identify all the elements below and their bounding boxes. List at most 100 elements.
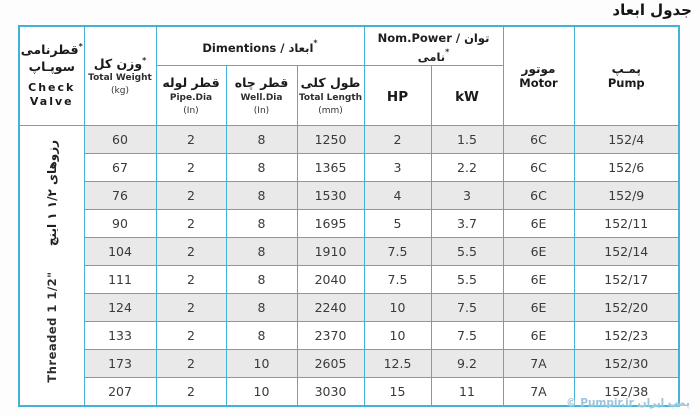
asterisk: * [445, 47, 450, 57]
cell-well: 8 [225, 181, 298, 210]
pipe-dia-unit: (In) [183, 105, 199, 116]
table-row: رزوهای ۱/۲ ۱ اینچ Threaded 1 1/2" 60 2 8 12… [18, 125, 680, 406]
check-valve-label-fa-2: سوپـاپ [28, 58, 75, 74]
cell-length: 1910 [296, 237, 365, 266]
table-row: 104 2 8 1910 7.5 5.5 6E 152/14 [19, 237, 680, 266]
cell-well: 8 [225, 209, 298, 238]
cell-pump: 152/20 [573, 293, 680, 322]
side-label-threaded-en: Threaded 1 1/2" [44, 270, 59, 383]
cell-well: 10 [225, 349, 298, 378]
cell-pump: 152/17 [573, 265, 680, 294]
table-body: رزوهای ۱/۲ ۱ اینچ Threaded 1 1/2" 60 2 8 12… [18, 125, 680, 406]
table-row: 90 2 8 1695 5 3.7 6E 152/11 [19, 209, 680, 238]
cell-well: 8 [225, 125, 298, 154]
motor-label-fa: موتور [521, 62, 556, 76]
side-label-cell: رزوهای ۱/۲ ۱ اینچ Threaded 1 1/2" [18, 125, 85, 406]
cell-pump: 152/14 [573, 237, 680, 266]
cell-pump: 152/4 [573, 125, 680, 154]
nom-power-group-label: Nom.Power / توان نامی [377, 31, 490, 64]
cell-pipe: 2 [155, 125, 227, 154]
cell-hp: 2 [363, 125, 432, 154]
table-row: 133 2 8 2370 10 7.5 6E 152/23 [19, 321, 680, 350]
side-label-threaded-fa: رزوهای ۱/۲ ۱ اینچ [44, 139, 59, 246]
col-header-hp: HP [363, 65, 432, 126]
group-header-nom-power: Nom.Power / توان نامی* [363, 25, 504, 66]
cell-well: 8 [225, 237, 298, 266]
cell-pipe: 2 [155, 153, 227, 182]
cell-motor: 7A [502, 377, 575, 406]
total-length-unit: (mm) [318, 105, 343, 116]
table-row: 173 2 10 2605 12.5 9.2 7A 152/30 [19, 349, 680, 378]
cell-motor: 6C [502, 181, 575, 210]
cell-length: 1530 [296, 181, 365, 210]
cell-hp: 5 [363, 209, 432, 238]
cell-hp: 15 [363, 377, 432, 406]
well-dia-label-en: Well.Dia [240, 92, 283, 103]
cell-well: 8 [225, 153, 298, 182]
cell-hp: 10 [363, 293, 432, 322]
cell-weight: 173 [83, 349, 157, 378]
cell-weight: 60 [83, 125, 157, 154]
cell-weight: 124 [83, 293, 157, 322]
cell-pipe: 2 [155, 321, 227, 350]
cell-pump: 152/38 [573, 377, 680, 406]
pipe-dia-label-en: Pipe.Dia [169, 92, 213, 103]
table-row: 67 2 8 1365 3 2.2 6C 152/6 [19, 153, 680, 182]
cell-kw: 2.2 [430, 153, 504, 182]
col-header-total-weight: *وزن کل Total Weight (kg) [83, 25, 157, 126]
cell-kw: 1.5 [430, 125, 504, 154]
spec-table-wrap: *قطرنامی سوپـاپ Check Valve *وزن کل Tota… [18, 25, 680, 407]
cell-hp: 12.5 [363, 349, 432, 378]
cell-well: 8 [225, 321, 298, 350]
cell-length: 2370 [296, 321, 365, 350]
asterisk: * [142, 55, 147, 65]
motor-label-en: Motor [519, 76, 558, 90]
cell-length: 1250 [296, 125, 365, 154]
cell-kw: 3 [430, 181, 504, 210]
cell-kw: 5.5 [430, 237, 504, 266]
cell-kw: 3.7 [430, 209, 504, 238]
cell-hp: 7.5 [363, 265, 432, 294]
well-dia-label-fa: قطر چاه [234, 75, 289, 91]
cell-weight: 133 [83, 321, 157, 350]
check-valve-label-en-2: Valve [29, 95, 74, 109]
cell-pump: 152/11 [573, 209, 680, 238]
check-valve-label-en-1: Check [28, 81, 76, 95]
page-title: جدول ابعاد [612, 1, 692, 19]
cell-length: 2605 [296, 349, 365, 378]
cell-length: 1695 [296, 209, 365, 238]
check-valve-label-fa-1: *قطرنامی [20, 42, 83, 58]
cell-weight: 76 [83, 181, 157, 210]
cell-pipe: 2 [155, 237, 227, 266]
cell-length: 2240 [296, 293, 365, 322]
total-weight-label-fa: *وزن کل [93, 55, 147, 71]
watermark: © Pumpir.ir پمپ ایران [566, 397, 690, 409]
dimensions-group-label: Dimentions / ابعاد [202, 40, 314, 55]
cell-motor: 6C [502, 153, 575, 182]
cell-kw: 7.5 [430, 321, 504, 350]
group-header-dimensions: Dimentions / ابعاد* [155, 25, 365, 66]
cell-kw: 5.5 [430, 265, 504, 294]
col-header-pipe-dia: قطر لوله Pipe.Dia (In) [155, 65, 227, 126]
cell-kw: 11 [430, 377, 504, 406]
cell-hp: 4 [363, 181, 432, 210]
well-dia-unit: (In) [253, 105, 270, 116]
kw-label: kW [455, 89, 479, 105]
pump-label-fa: پمـپ [611, 62, 641, 76]
cell-weight: 90 [83, 209, 157, 238]
table-row: 124 2 8 2240 10 7.5 6E 152/20 [19, 293, 680, 322]
table-row: 111 2 8 2040 7.5 5.5 6E 152/17 [19, 265, 680, 294]
col-header-motor: موتور Motor [502, 25, 575, 126]
cell-weight: 207 [83, 377, 157, 406]
cell-pipe: 2 [155, 349, 227, 378]
table-row: 76 2 8 1530 4 3 6C 152/9 [19, 181, 680, 210]
cell-pipe: 2 [155, 377, 227, 406]
cell-pump: 152/23 [573, 321, 680, 350]
cell-well: 10 [225, 377, 298, 406]
col-header-pump: پمـپ Pump [573, 25, 680, 126]
asterisk: * [313, 38, 318, 48]
cell-pump: 152/6 [573, 153, 680, 182]
cell-pump: 152/9 [573, 181, 680, 210]
cell-motor: 7A [502, 349, 575, 378]
